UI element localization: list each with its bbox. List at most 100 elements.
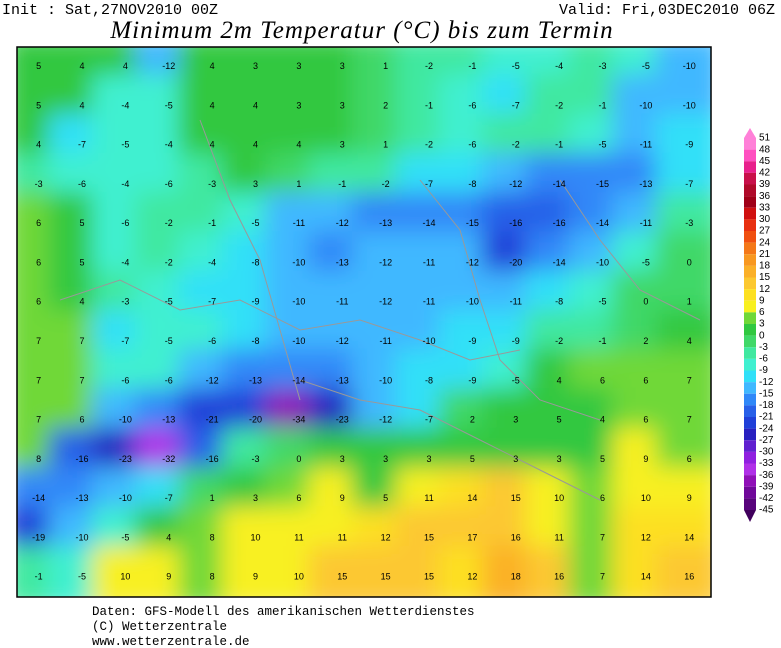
field-value: 7: [80, 336, 85, 346]
field-value: 6: [600, 493, 605, 503]
field-value: 7: [36, 336, 41, 346]
field-value: 10: [554, 493, 564, 503]
field-value: -2: [425, 61, 433, 71]
field-value: -2: [555, 100, 563, 110]
field-value: 4: [253, 100, 258, 110]
legend-swatch: [744, 289, 756, 301]
field-value: 4: [210, 140, 215, 150]
field-value: -10: [683, 100, 696, 110]
legend-label: 27: [759, 226, 771, 237]
field-value: -6: [78, 179, 86, 189]
field-value: 6: [36, 257, 41, 267]
field-value: -1: [468, 61, 476, 71]
field-value: -10: [596, 257, 609, 267]
legend-label: 21: [759, 249, 771, 260]
field-value: -4: [208, 257, 216, 267]
field-value: 6: [80, 415, 85, 425]
field-cells: [17, 47, 711, 597]
field-value: 7: [687, 375, 692, 385]
field-value: -7: [512, 100, 520, 110]
field-value: 5: [80, 218, 85, 228]
legend-swatch: [744, 138, 756, 150]
field-value: -34: [292, 415, 305, 425]
field-value: -5: [512, 375, 520, 385]
field-value: -13: [379, 218, 392, 228]
field-value: 9: [253, 572, 258, 582]
map-title: Minimum 2m Temperatur (°C) bis zum Termi…: [109, 17, 613, 44]
field-value: -5: [165, 297, 173, 307]
field-value: -8: [555, 297, 563, 307]
field-value: 5: [557, 415, 562, 425]
legend-swatch: [744, 265, 756, 278]
field-value: -10: [292, 257, 305, 267]
field-value: 15: [511, 493, 521, 503]
field-value: -2: [165, 218, 173, 228]
field-value: -16: [509, 218, 522, 228]
field-value: 16: [684, 572, 694, 582]
field-value: 3: [253, 179, 258, 189]
field-value: 5: [36, 100, 41, 110]
field-value: -13: [336, 257, 349, 267]
legend-label: -39: [759, 481, 774, 492]
border: [559, 179, 701, 321]
field-value: 3: [340, 100, 345, 110]
field-value: -11: [293, 218, 305, 228]
field-value: 3: [340, 140, 345, 150]
field-value: 1: [296, 179, 301, 189]
field-value: -7: [165, 493, 173, 503]
field-value: -5: [252, 218, 260, 228]
field-value: 6: [643, 375, 648, 385]
field-value: 17: [467, 532, 477, 542]
field-value: -12: [336, 336, 349, 346]
field-value: 6: [36, 218, 41, 228]
field-value: 7: [80, 375, 85, 385]
field-value: -12: [379, 257, 392, 267]
field-value: -9: [685, 140, 693, 150]
legend-label: -21: [759, 412, 774, 423]
field-value: -5: [512, 61, 520, 71]
field-value: -1: [338, 179, 346, 189]
legend-label: 33: [759, 202, 771, 213]
field-value: 16: [511, 532, 521, 542]
border: [299, 379, 601, 501]
legend-label: -3: [759, 342, 768, 353]
legend-swatch: [744, 370, 756, 383]
field-value: 4: [80, 297, 85, 307]
legend-label: -30: [759, 447, 774, 458]
field-value: -11: [640, 218, 652, 228]
field-value: 3: [513, 454, 518, 464]
field-value: -9: [512, 336, 520, 346]
field-value: 8: [210, 572, 215, 582]
field-value: 15: [424, 572, 434, 582]
field-value: -23: [119, 454, 132, 464]
legend-label: 12: [759, 284, 771, 295]
footer-line: Daten: GFS-Modell des amerikanischen Wet…: [92, 605, 475, 619]
field-value: -12: [336, 218, 349, 228]
field-value: -3: [685, 218, 693, 228]
legend-swatch: [744, 498, 756, 510]
legend-swatch: [744, 277, 756, 290]
field-value: 18: [511, 572, 521, 582]
field-value: 3: [557, 454, 562, 464]
field-value: -7: [425, 415, 433, 425]
field-value: -4: [121, 100, 129, 110]
field-value: 6: [296, 493, 301, 503]
legend-swatch: [744, 231, 756, 243]
field-value: -32: [162, 454, 175, 464]
field-value: -7: [121, 336, 129, 346]
field-value: 0: [643, 297, 648, 307]
legend-swatch: [744, 149, 756, 162]
field-value: -1: [425, 100, 433, 110]
field-value: 4: [80, 61, 85, 71]
border: [199, 119, 301, 401]
legend-label: 36: [759, 191, 771, 202]
border: [419, 179, 601, 421]
field-value: -10: [119, 493, 132, 503]
legend-swatch: [744, 335, 756, 348]
field-value: -3: [121, 297, 129, 307]
temperature-field: 5 4 4 -12 4 3 3 3 1 -2 -1 -5 -4 -3 -5 -105 4 -4 -5 4 4 3 3 2 -1-…: [17, 47, 711, 597]
field-value: 12: [467, 572, 477, 582]
field-value: 10: [641, 493, 651, 503]
field-value: 15: [381, 572, 391, 582]
